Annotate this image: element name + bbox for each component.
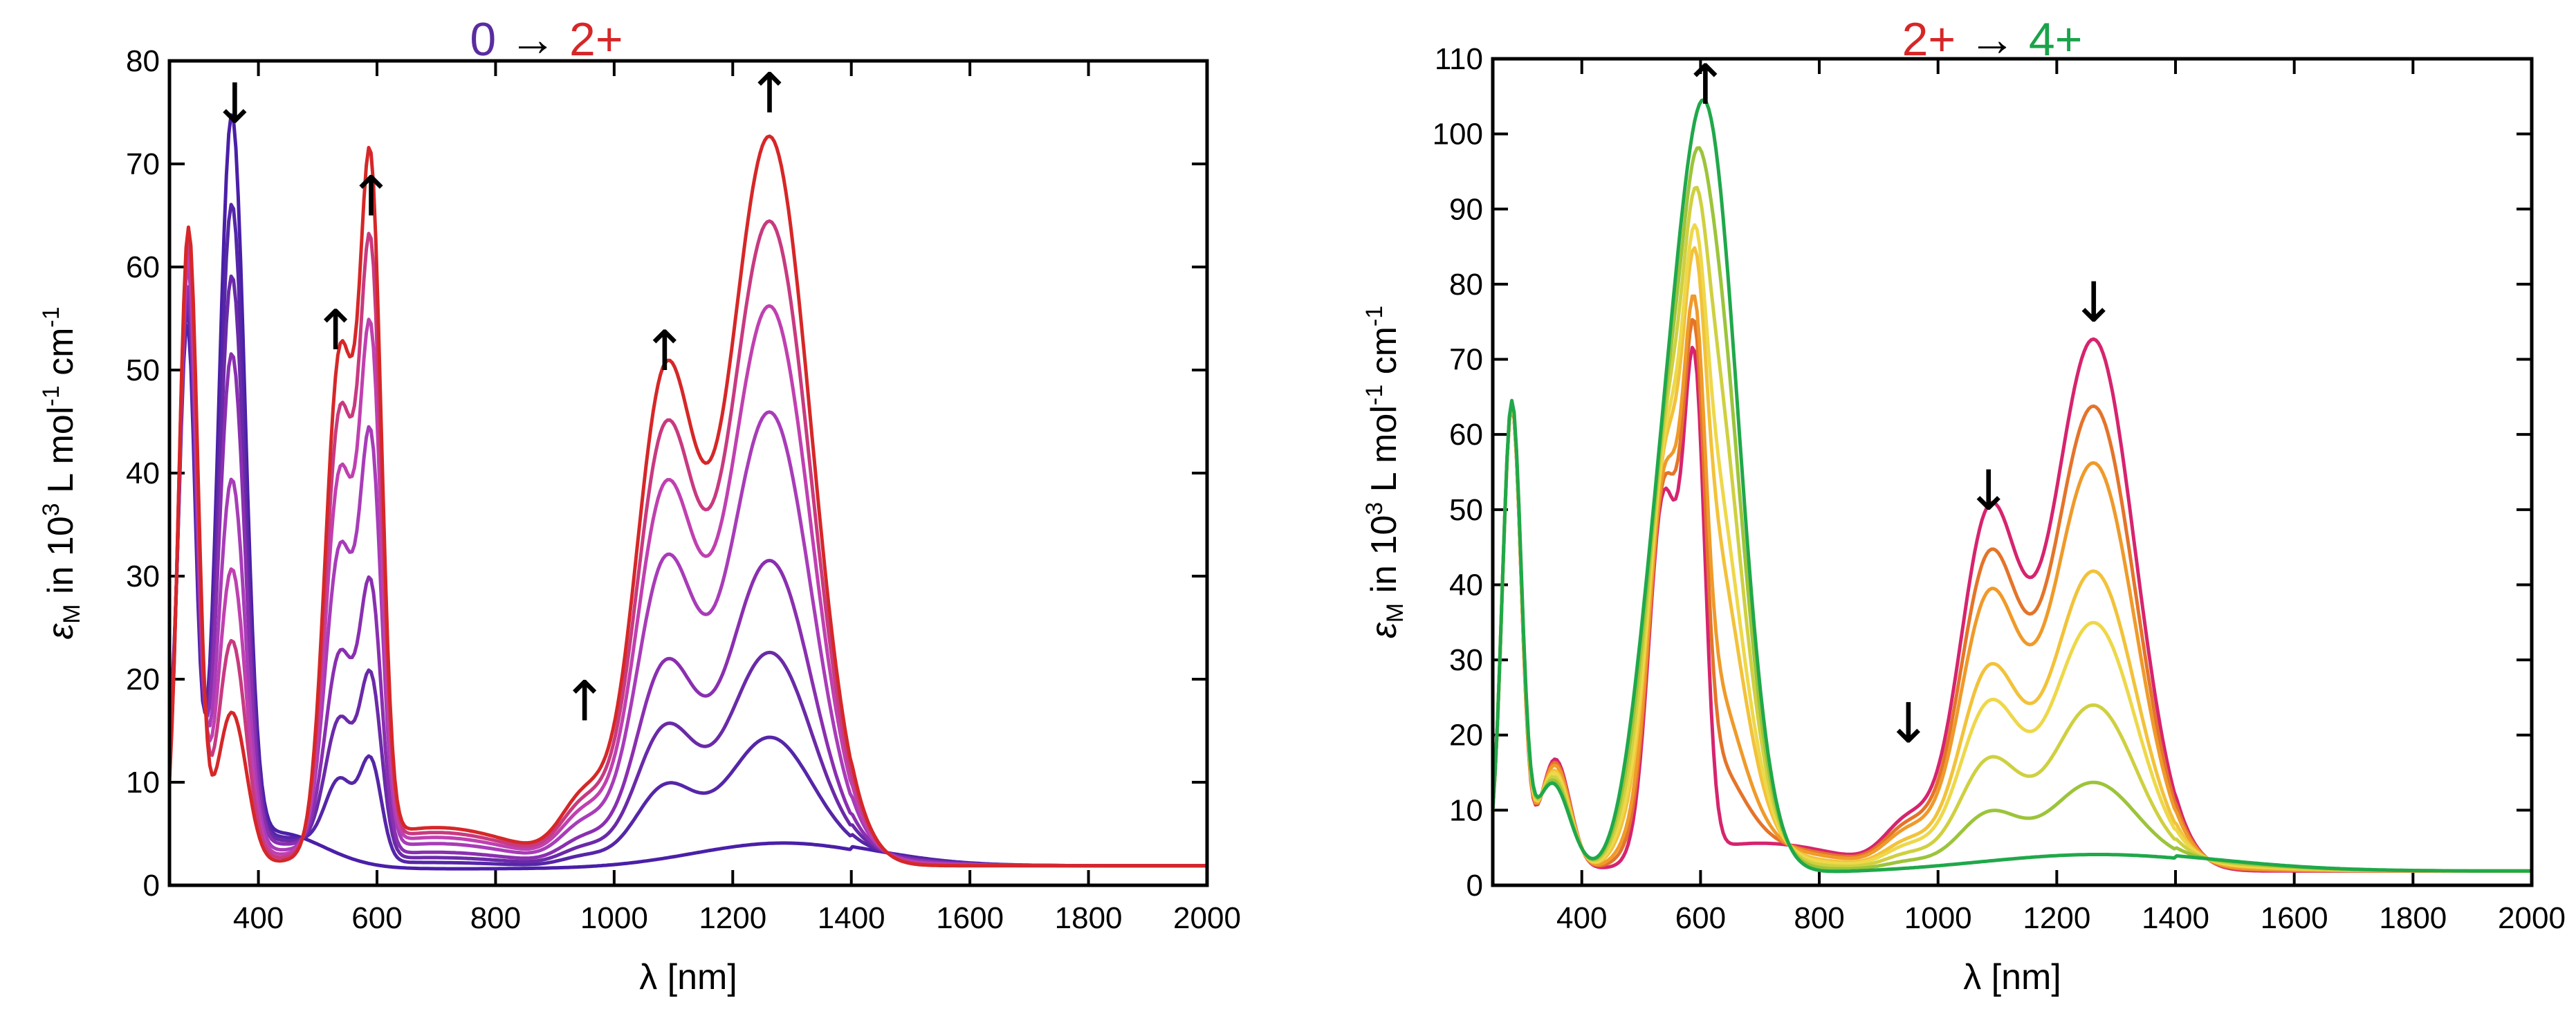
x-tick-label: 1600 (2261, 901, 2328, 935)
x-axis-label: λ [nm] (1963, 957, 2061, 997)
title-segment-to: 4+ (2029, 13, 2083, 66)
x-tick-label: 2000 (1173, 901, 1241, 935)
title-segment-from: 2+ (1902, 13, 1956, 66)
axis-ticks: 400 600 800 1000 1200 1400 1600 1800 2000 0 10 20 30… (1433, 42, 2566, 935)
y-tick-label: 30 (1449, 643, 1483, 677)
x-tick-label: 600 (1675, 901, 1726, 935)
spectra-traces (169, 113, 1207, 871)
x-tick-label: 800 (470, 901, 521, 935)
ylabel-unit: L mol (1364, 405, 1404, 502)
ylabel-sup3: 3 (38, 503, 64, 516)
y-tick-label: 0 (1466, 869, 1483, 903)
x-tick-label: 1800 (1055, 901, 1123, 935)
arrow-annotations: ↑ ↓ ↓ ↓ (1682, 53, 2117, 755)
y-tick-label: 30 (126, 560, 160, 593)
x-tick-label: 600 (351, 901, 402, 935)
y-tick-label: 60 (126, 250, 160, 284)
arrow-up-icon: ↑ (348, 165, 394, 229)
y-tick-label: 100 (1433, 118, 1483, 151)
arrow-up-icon: ↑ (746, 62, 793, 126)
y-tick-label: 10 (126, 766, 160, 800)
title-segment-to: 2+ (569, 13, 623, 66)
ylabel-mid: in 10 (41, 516, 81, 604)
y-tick-label: 110 (1435, 42, 1483, 76)
y-tick-label: 70 (126, 147, 160, 181)
x-tick-label: 400 (1556, 901, 1607, 935)
x-axis-label: λ [nm] (639, 957, 737, 997)
chart-right: 2+ → 4+ 400 600 800 1000 1200 1400 1600 1800 200… (1361, 13, 2566, 997)
x-tick-label: 800 (1794, 901, 1844, 935)
y-tick-label: 40 (126, 456, 160, 490)
chart-title: 0 → 2+ (470, 13, 623, 66)
title-segment-arrow: → (1956, 13, 2029, 66)
chart-title: 2+ → 4+ (1902, 13, 2083, 66)
ylabel-sup3: 3 (1361, 502, 1388, 515)
plot-frame (1491, 57, 2534, 887)
plot-frame (167, 59, 1209, 887)
arrow-down-icon: ↓ (212, 71, 258, 136)
spectra-traces (1493, 98, 2532, 874)
x-tick-label: 400 (233, 901, 284, 935)
x-tick-label: 1000 (1904, 901, 1972, 935)
ylabel-unit: L mol (41, 407, 81, 504)
x-tick-label: 1800 (2379, 901, 2447, 935)
x-tick-label: 2000 (2498, 901, 2566, 935)
ylabel-symbol: ε (1364, 622, 1404, 638)
ylabel-unit2: cm (41, 328, 81, 386)
ylabel-unit2: cm (1364, 326, 1404, 385)
arrow-up-icon: ↑ (561, 670, 607, 734)
y-axis-label: εM in 103 L mol-1 cm-1 (1361, 306, 1408, 638)
y-tick-label: 70 (1449, 343, 1483, 377)
ylabel-supm1: -1 (38, 385, 64, 406)
y-tick-label: 20 (126, 663, 160, 696)
ylabel-supm1: -1 (1361, 385, 1388, 405)
ylabel-mid: in 10 (1364, 515, 1404, 603)
y-axis-label: εM in 103 L mol-1 cm-1 (38, 306, 85, 639)
series-line-4+ (1493, 98, 2532, 874)
y-tick-label: 20 (1449, 719, 1483, 753)
title-segment-arrow: → (496, 13, 569, 66)
ylabel-supm1b: -1 (1361, 306, 1388, 326)
x-tick-label: 1000 (580, 901, 648, 935)
arrow-annotations: ↓ ↑ ↑ ↑ ↑ ↑ (212, 62, 793, 734)
ylabel-sub: M (1382, 603, 1408, 622)
axis-ticks: 400 600 800 1000 1200 1400 1600 1800 2000 0 10 20 30… (126, 44, 1241, 935)
arrow-down-icon: ↓ (1965, 459, 2012, 523)
y-tick-label: 90 (1449, 192, 1483, 226)
x-tick-label: 1200 (2023, 901, 2090, 935)
y-tick-label: 60 (1449, 418, 1483, 452)
x-tick-label: 1200 (699, 901, 766, 935)
y-tick-label: 50 (126, 353, 160, 387)
arrow-up-icon: ↑ (1682, 53, 1729, 117)
arrow-down-icon: ↓ (2070, 270, 2117, 335)
ylabel-supm1b: -1 (38, 306, 64, 327)
ylabel-symbol: ε (41, 623, 81, 640)
arrow-up-icon: ↑ (641, 319, 688, 383)
y-tick-label: 0 (143, 869, 160, 903)
series-line-2+ (169, 134, 1207, 868)
arrow-down-icon: ↓ (1885, 692, 1931, 756)
y-tick-label: 40 (1449, 568, 1483, 602)
y-tick-label: 80 (126, 44, 160, 78)
x-tick-label: 1600 (936, 901, 1004, 935)
y-tick-label: 80 (1449, 268, 1483, 302)
chart-left: 0 → 2+ 400 600 800 1000 1200 1400 1600 1800 2000… (38, 13, 1241, 997)
title-segment-from: 0 (470, 13, 496, 66)
y-tick-label: 10 (1449, 793, 1483, 827)
arrow-up-icon: ↑ (312, 298, 358, 362)
x-tick-label: 1400 (2142, 901, 2209, 935)
x-tick-label: 1400 (818, 901, 885, 935)
ylabel-sub: M (59, 604, 85, 623)
y-tick-label: 50 (1449, 493, 1483, 527)
